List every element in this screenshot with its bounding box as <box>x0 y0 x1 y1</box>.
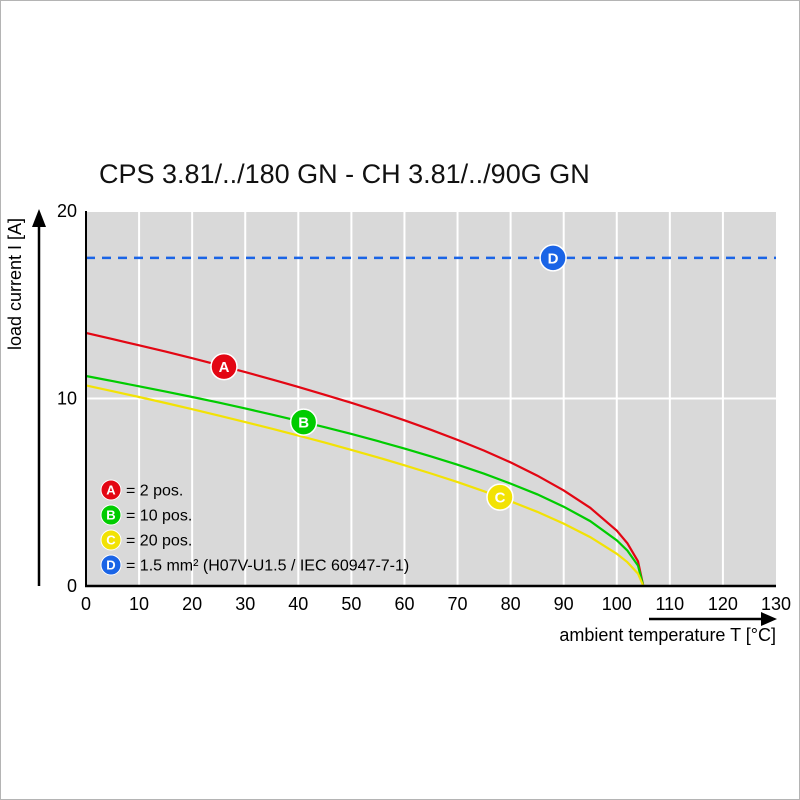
x-tick-50: 50 <box>341 594 361 614</box>
x-tick-100: 100 <box>602 594 632 614</box>
legend-item-2pos: A = 2 pos. <box>100 479 183 501</box>
x-tick-110: 110 <box>655 594 684 614</box>
legend-key-c: C <box>106 533 116 548</box>
y-tick-10: 10 <box>57 389 77 409</box>
svg-text:A: A <box>219 359 230 376</box>
legend-swatch-d <box>100 554 122 576</box>
x-axis-label: ambient temperature T [°C] <box>559 625 776 645</box>
curve-b <box>85 374 645 587</box>
legend-swatch-c <box>100 529 122 551</box>
chart-title: CPS 3.81/../180 GN - CH 3.81/../90G GN <box>99 159 590 189</box>
svg-text:B: B <box>298 415 309 432</box>
legend-key-d: D <box>106 558 115 573</box>
y-tick-20: 20 <box>57 201 77 221</box>
marker-a <box>210 352 238 381</box>
x-tick-60: 60 <box>394 594 414 614</box>
x-tick-120: 120 <box>708 594 738 614</box>
x-tick-80: 80 <box>501 594 521 614</box>
x-tick-90: 90 <box>554 594 574 614</box>
legend-label-d: = 1.5 mm² (H07V-U1.5 / IEC 60947-7-1) <box>126 558 409 575</box>
x-tick-0: 0 <box>81 594 91 614</box>
legend: A = 2 pos. B = 10 pos. C = 20 pos. D = 1… <box>100 479 409 576</box>
x-tick-20: 20 <box>182 594 202 614</box>
legend-swatch-a <box>100 479 122 501</box>
legend-key-a: A <box>106 483 116 498</box>
legend-key-b: B <box>106 508 115 523</box>
curve-a <box>85 331 645 587</box>
legend-swatch-b <box>100 504 122 526</box>
x-tick-130: 130 <box>761 594 791 614</box>
legend-label-a: = 2 pos. <box>126 483 183 500</box>
marker-c <box>486 483 514 511</box>
legend-item-10pos: B = 10 pos. <box>100 504 192 526</box>
x-tick-10: 10 <box>129 594 149 614</box>
legend-label-c: = 20 pos. <box>126 533 192 550</box>
legend-item-wire: D = 1.5 mm² (H07V-U1.5 / IEC 60947-7-1) <box>100 554 409 576</box>
marker-b <box>289 408 318 436</box>
legend-label-b: = 10 pos. <box>126 508 192 525</box>
curve-c <box>85 384 645 587</box>
legend-item-20pos: C = 20 pos. <box>100 529 192 551</box>
x-tick-40: 40 <box>288 594 308 614</box>
x-tick-70: 70 <box>448 594 468 614</box>
y-axis-label: load current I [A] <box>5 218 25 350</box>
svg-text:C: C <box>495 490 506 507</box>
y-tick-0: 0 <box>67 576 77 596</box>
x-tick-30: 30 <box>235 594 255 614</box>
marker-d <box>539 244 567 272</box>
svg-text:D: D <box>548 250 559 267</box>
